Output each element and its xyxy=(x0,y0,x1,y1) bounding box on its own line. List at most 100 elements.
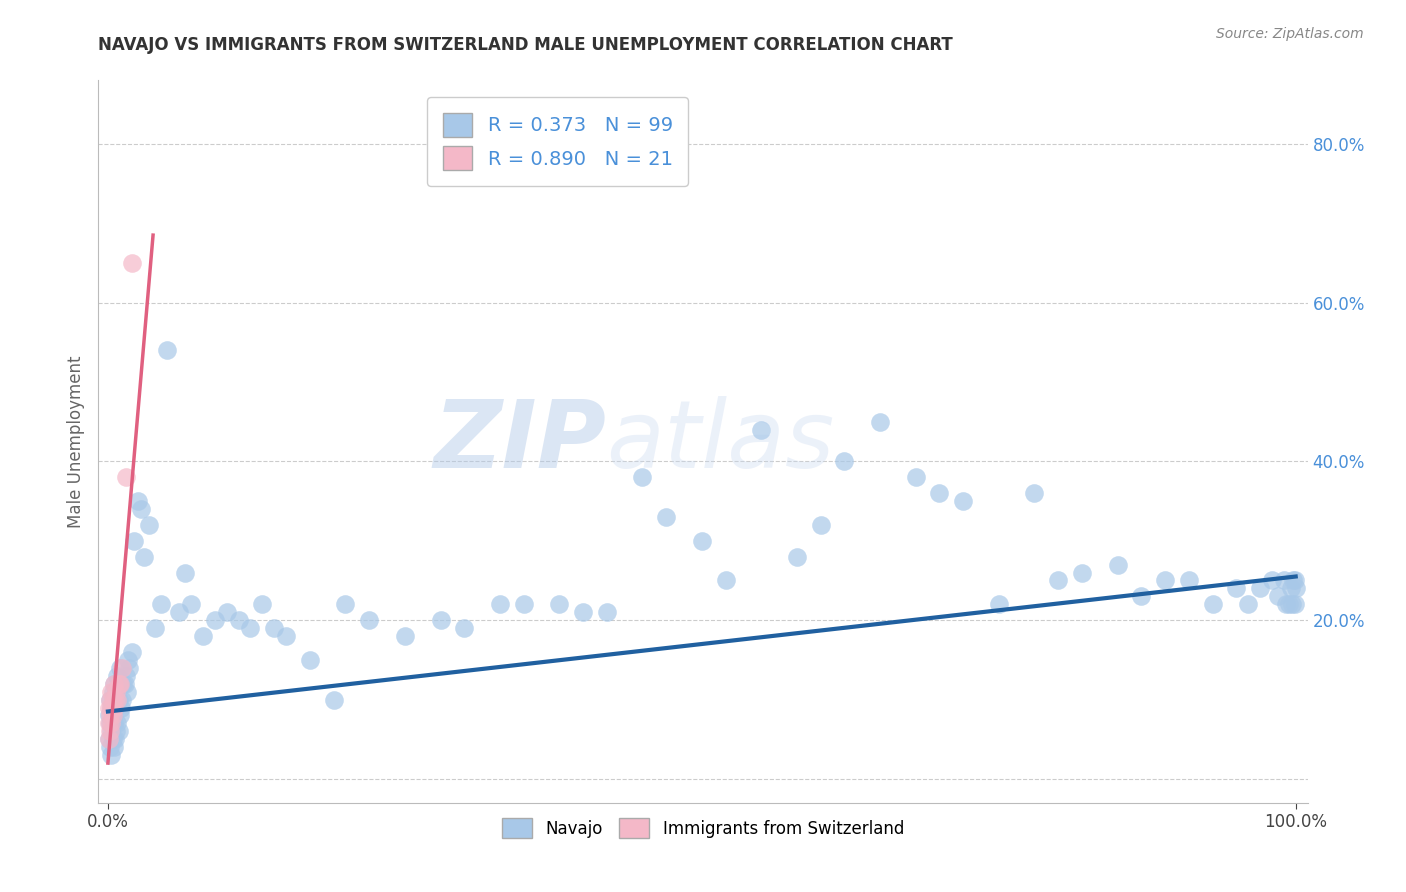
Point xyxy=(122,533,145,548)
Point xyxy=(1024,486,1046,500)
Point xyxy=(1279,582,1302,596)
Point xyxy=(429,613,451,627)
Point xyxy=(98,692,121,706)
Point xyxy=(1070,566,1092,580)
Point xyxy=(150,597,173,611)
Point xyxy=(101,684,124,698)
Point xyxy=(1275,597,1298,611)
Point xyxy=(1261,574,1284,588)
Point xyxy=(1267,590,1289,604)
Point xyxy=(100,716,122,731)
Point xyxy=(107,676,129,690)
Point xyxy=(107,692,129,706)
Point xyxy=(101,708,124,723)
Point xyxy=(108,661,131,675)
Point xyxy=(114,470,136,484)
Point xyxy=(167,605,190,619)
Point xyxy=(252,597,274,611)
Point xyxy=(98,724,121,739)
Point xyxy=(548,597,571,611)
Point xyxy=(111,692,134,706)
Text: NAVAJO VS IMMIGRANTS FROM SWITZERLAND MALE UNEMPLOYMENT CORRELATION CHART: NAVAJO VS IMMIGRANTS FROM SWITZERLAND MA… xyxy=(98,36,953,54)
Point xyxy=(298,653,321,667)
Point xyxy=(103,716,125,731)
Point xyxy=(274,629,297,643)
Point xyxy=(1285,582,1308,596)
Point xyxy=(117,653,139,667)
Point xyxy=(121,256,143,270)
Point xyxy=(98,740,121,755)
Point xyxy=(114,676,136,690)
Point xyxy=(1237,597,1260,611)
Point xyxy=(114,669,136,683)
Point xyxy=(145,621,167,635)
Point xyxy=(107,692,129,706)
Point xyxy=(1277,597,1299,611)
Point xyxy=(1130,590,1153,604)
Point xyxy=(103,676,125,690)
Point xyxy=(101,708,124,723)
Point xyxy=(394,629,416,643)
Point xyxy=(98,732,121,747)
Point xyxy=(98,708,121,723)
Point xyxy=(104,732,127,747)
Legend: Navajo, Immigrants from Switzerland: Navajo, Immigrants from Switzerland xyxy=(495,812,911,845)
Point xyxy=(204,613,226,627)
Point xyxy=(101,732,124,747)
Point xyxy=(104,700,127,714)
Point xyxy=(987,597,1010,611)
Text: Source: ZipAtlas.com: Source: ZipAtlas.com xyxy=(1216,27,1364,41)
Point xyxy=(1282,574,1305,588)
Point xyxy=(115,684,138,698)
Point xyxy=(1284,597,1306,611)
Point xyxy=(228,613,250,627)
Point xyxy=(100,700,122,714)
Point xyxy=(596,605,619,619)
Point xyxy=(714,574,737,588)
Point xyxy=(1154,574,1177,588)
Point xyxy=(108,676,131,690)
Point xyxy=(239,621,262,635)
Point xyxy=(121,645,143,659)
Point xyxy=(359,613,381,627)
Point xyxy=(952,494,974,508)
Point xyxy=(1284,574,1306,588)
Point xyxy=(786,549,808,564)
Point xyxy=(98,692,121,706)
Point xyxy=(1281,597,1303,611)
Point xyxy=(453,621,475,635)
Point xyxy=(810,517,832,532)
Point xyxy=(1178,574,1201,588)
Point xyxy=(904,470,927,484)
Text: ZIP: ZIP xyxy=(433,395,606,488)
Point xyxy=(105,724,128,739)
Point xyxy=(1225,582,1247,596)
Point xyxy=(107,724,129,739)
Point xyxy=(1201,597,1223,611)
Point xyxy=(98,700,121,714)
Point xyxy=(105,684,128,698)
Point xyxy=(112,676,135,690)
Point xyxy=(1047,574,1070,588)
Point xyxy=(111,661,134,675)
Point xyxy=(138,517,160,532)
Point xyxy=(690,533,713,548)
Point xyxy=(180,597,202,611)
Point xyxy=(834,454,856,468)
Point xyxy=(107,669,129,683)
Point xyxy=(100,684,122,698)
Text: atlas: atlas xyxy=(606,396,835,487)
Point xyxy=(1107,558,1129,572)
Point xyxy=(100,700,122,714)
Point xyxy=(103,676,125,690)
Point xyxy=(1272,574,1295,588)
Point xyxy=(108,708,131,723)
Point xyxy=(105,684,128,698)
Point xyxy=(104,692,127,706)
Point xyxy=(215,605,238,619)
Point xyxy=(132,549,155,564)
Y-axis label: Male Unemployment: Male Unemployment xyxy=(66,355,84,528)
Point xyxy=(928,486,950,500)
Point xyxy=(335,597,357,611)
Point xyxy=(1249,582,1271,596)
